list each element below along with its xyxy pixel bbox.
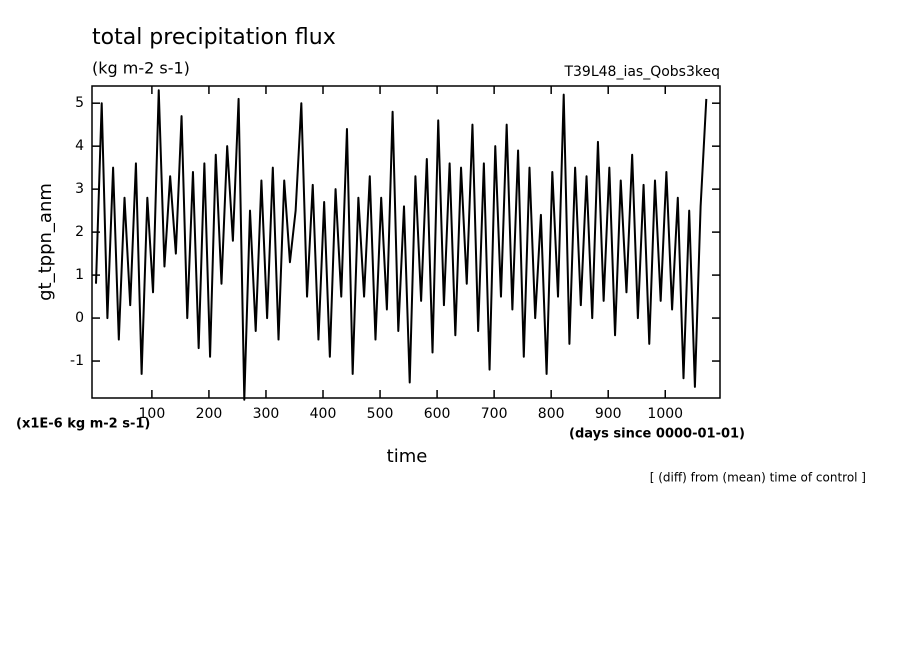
y-tick-label: 5 bbox=[75, 95, 84, 111]
note: [ (diff) from (mean) time of control ] bbox=[650, 471, 866, 485]
y-tick-label: 1 bbox=[75, 267, 84, 283]
y-tick-label: 2 bbox=[75, 224, 84, 240]
chart-subtitle: (kg m-2 s-1) bbox=[92, 59, 190, 78]
x-tick-label: 1000 bbox=[647, 406, 683, 422]
data-line bbox=[94, 89, 708, 401]
y-unit: (x1E-6 kg m-2 s-1) bbox=[16, 417, 150, 432]
x-tick-label: 700 bbox=[481, 406, 508, 422]
plot-frame bbox=[91, 85, 721, 399]
x-tick-label: 500 bbox=[367, 406, 394, 422]
x-tick-label: 300 bbox=[253, 406, 280, 422]
x-tick-label: 800 bbox=[538, 406, 565, 422]
x-tick-label: 900 bbox=[595, 406, 622, 422]
y-tick-label: 4 bbox=[75, 138, 84, 154]
y-axis-label: gt_tppn_anm bbox=[35, 183, 56, 301]
x-tick-label: 100 bbox=[139, 406, 166, 422]
run-label: T39L48_ias_Qobs3keq bbox=[563, 64, 720, 80]
x-tick-label: 600 bbox=[424, 406, 451, 422]
x-axis-label: time bbox=[387, 446, 428, 467]
x-tick-label: 200 bbox=[196, 406, 223, 422]
chart-title: total precipitation flux bbox=[92, 25, 336, 50]
y-tick-label: -1 bbox=[70, 353, 84, 369]
y-tick-label: 0 bbox=[75, 310, 84, 326]
x-tick-label: 400 bbox=[310, 406, 337, 422]
x-unit: (days since 0000-01-01) bbox=[569, 427, 745, 442]
y-tick-label: 3 bbox=[75, 181, 84, 197]
